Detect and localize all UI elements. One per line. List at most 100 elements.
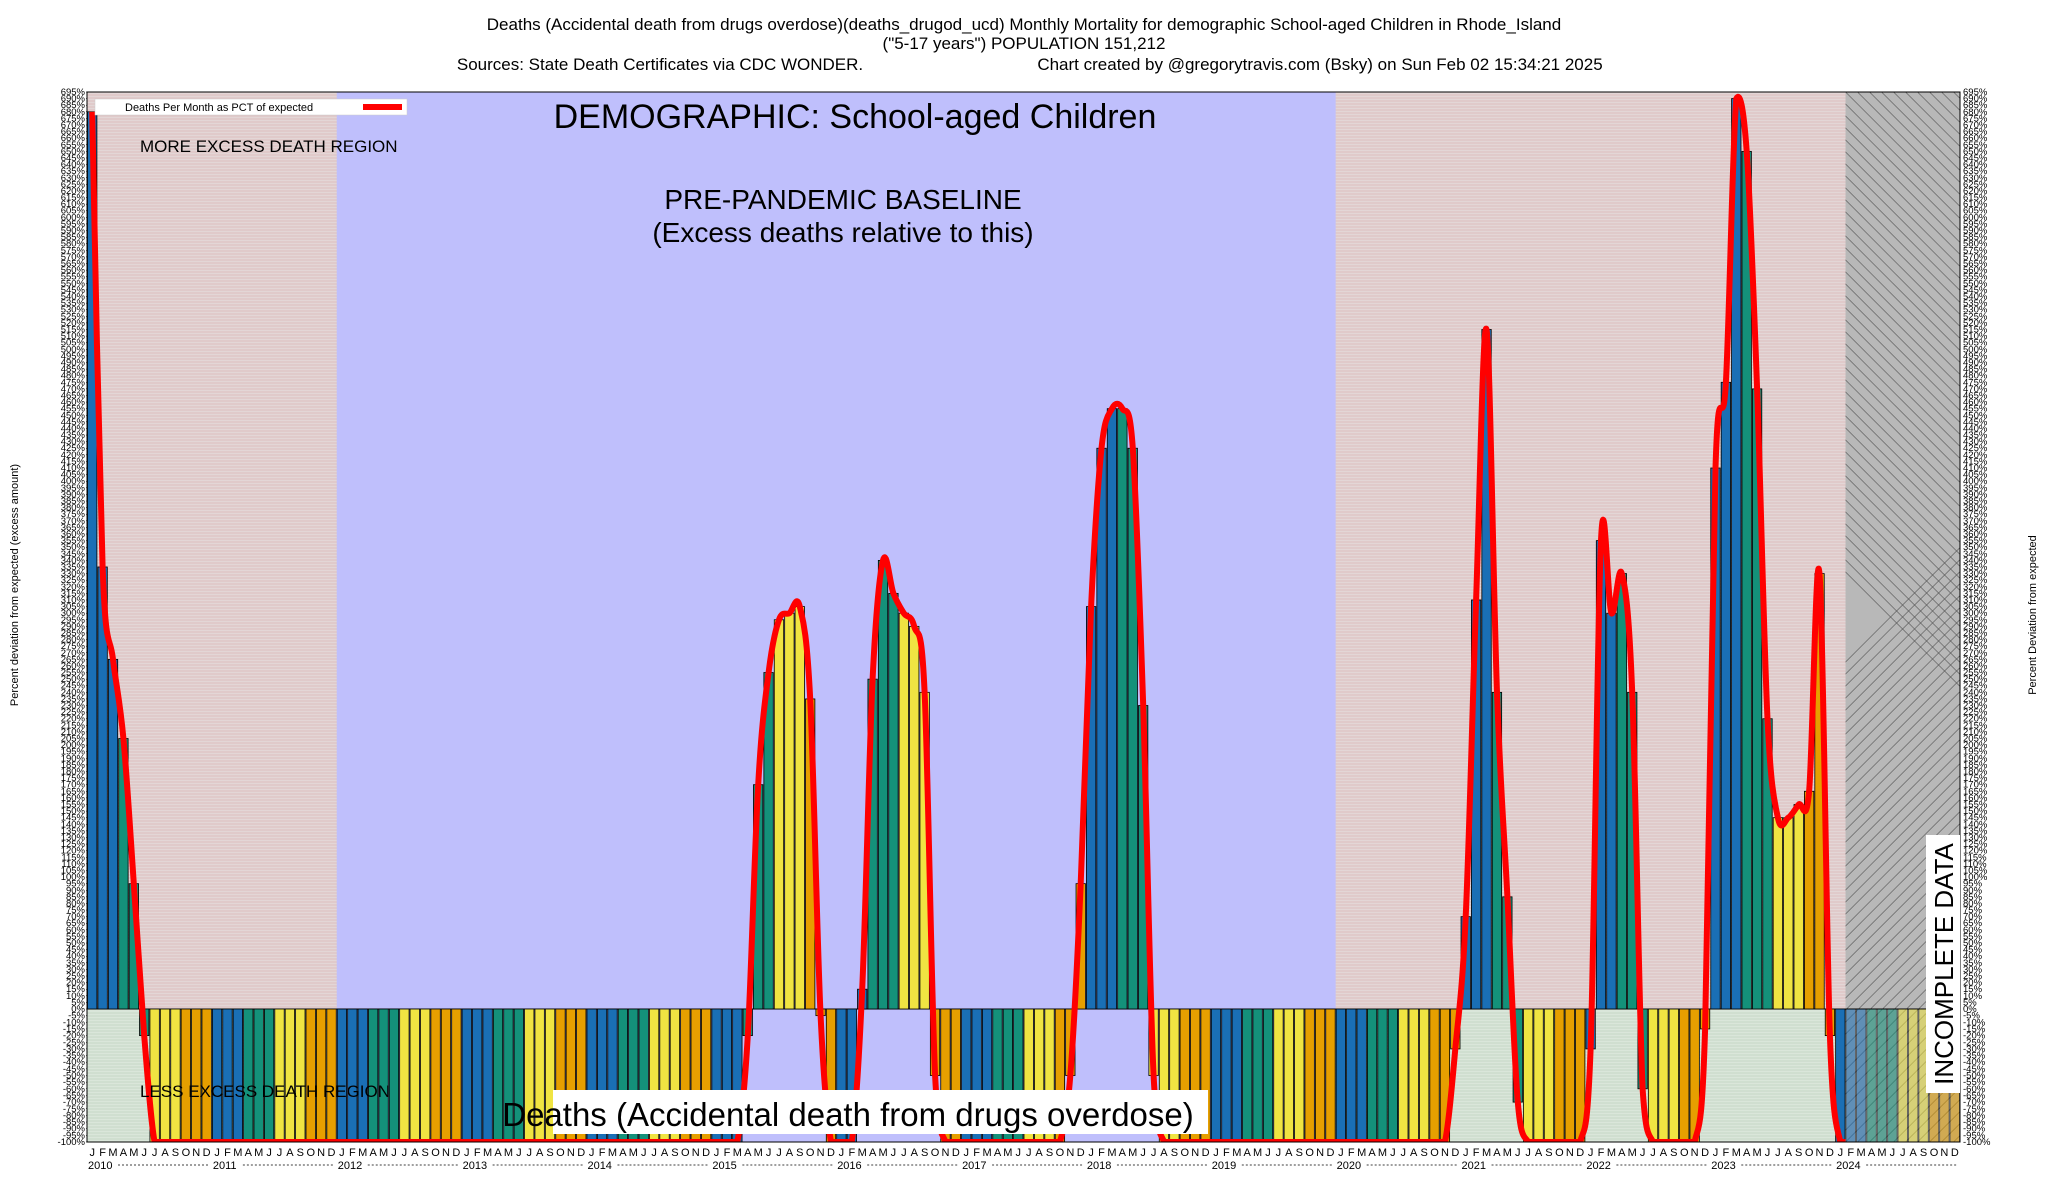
x-month-label: M bbox=[379, 1147, 388, 1159]
x-month-label: A bbox=[1119, 1147, 1127, 1159]
x-month-label: A bbox=[536, 1147, 544, 1159]
y-tick-label-left: 30% bbox=[66, 964, 86, 975]
incomplete-label-group: INCOMPLETE DATA bbox=[1926, 835, 1960, 1093]
hatch-line bbox=[1845, 187, 1961, 303]
y-tick-label-left: 680% bbox=[61, 107, 86, 118]
y-tick-label-left: 375% bbox=[61, 509, 86, 520]
x-month-label: J bbox=[391, 1147, 397, 1159]
y-tick-label-left: 610% bbox=[61, 199, 86, 210]
y-tick-label-left: 35% bbox=[66, 958, 86, 969]
y-tick-label-left: 535% bbox=[61, 298, 86, 309]
x-month-label: F bbox=[1223, 1147, 1230, 1159]
bar bbox=[1887, 1008, 1898, 1143]
bar bbox=[284, 1008, 296, 1143]
x-month-label: J bbox=[141, 1147, 147, 1159]
bar bbox=[1335, 1008, 1346, 1143]
x-month-label: O bbox=[1680, 1147, 1689, 1159]
y-tick-label-right: 680% bbox=[1963, 107, 1988, 118]
y-tick-label-right: 290% bbox=[1963, 621, 1988, 632]
x-month-label: D bbox=[702, 1147, 710, 1159]
y-tick-label-right: 445% bbox=[1963, 417, 1988, 428]
y-tick-label-left: -45% bbox=[63, 1064, 86, 1075]
y-tick-label-right: 390% bbox=[1963, 489, 1988, 500]
y-tick-label-left: 120% bbox=[61, 846, 86, 857]
hatch-line bbox=[1845, 259, 1961, 375]
x-month-label: J bbox=[1515, 1147, 1521, 1159]
y-tick-label-right: 190% bbox=[1963, 753, 1988, 764]
bar bbox=[378, 1008, 389, 1143]
x-month-label: M bbox=[108, 1147, 117, 1159]
y-tick-label-right: 340% bbox=[1963, 555, 1988, 566]
y-tick-label-left: 525% bbox=[61, 311, 86, 322]
bar bbox=[1804, 790, 1815, 1010]
bar bbox=[440, 1008, 452, 1143]
y-tick-label-right: -25% bbox=[1963, 1037, 1986, 1048]
bar bbox=[1908, 1008, 1919, 1143]
x-month-label: J bbox=[1640, 1147, 1646, 1159]
y-axis-right-ticks: -100%-95%-90%-85%-80%-75%-70%-65%-60%-55… bbox=[1963, 87, 1991, 1148]
x-month-label: N bbox=[1441, 1147, 1449, 1159]
incomplete-label-bg bbox=[1926, 835, 1960, 1093]
bar bbox=[1679, 1008, 1690, 1143]
y-tick-label-left: 215% bbox=[61, 720, 86, 731]
y-tick-label-left: 460% bbox=[61, 397, 86, 408]
hatch-line bbox=[2038, 92, 2048, 1142]
y-tick-label-right: 180% bbox=[1963, 767, 1988, 778]
x-month-label: J bbox=[402, 1147, 408, 1159]
x-month-label: F bbox=[599, 1147, 606, 1159]
x-month-label: A bbox=[245, 1147, 253, 1159]
x-month-label: D bbox=[1701, 1147, 1709, 1159]
x-month-label: S bbox=[796, 1147, 803, 1159]
y-tick-label-left: 155% bbox=[61, 799, 86, 810]
y-tick-label-right: 485% bbox=[1963, 364, 1988, 375]
bar bbox=[326, 1008, 337, 1143]
x-month-label: S bbox=[1420, 1147, 1427, 1159]
x-month-label: O bbox=[1305, 1147, 1314, 1159]
x-month-label: M bbox=[1857, 1147, 1866, 1159]
x-month-label: J bbox=[1838, 1147, 1844, 1159]
x-month-label: M bbox=[358, 1147, 367, 1159]
x-month-label: J bbox=[1151, 1147, 1157, 1159]
y-tick-label-left: 365% bbox=[61, 522, 86, 533]
x-month-label: M bbox=[1607, 1147, 1616, 1159]
y-tick-label-right: 575% bbox=[1963, 245, 1988, 256]
hatch-line bbox=[1845, 223, 1961, 339]
y-tick-label-right: 450% bbox=[1963, 410, 1988, 421]
legend: Deaths Per Month as PCT of expected bbox=[94, 98, 408, 116]
y-tick-label-right: 495% bbox=[1963, 351, 1988, 362]
y-tick-label-left: 495% bbox=[61, 351, 86, 362]
x-month-label: D bbox=[577, 1147, 585, 1159]
y-tick-label-right: 525% bbox=[1963, 311, 1988, 322]
x-month-label: N bbox=[442, 1147, 450, 1159]
y-tick-label-right: 590% bbox=[1963, 226, 1988, 237]
x-year-label: 2012 bbox=[338, 1160, 362, 1172]
x-month-label: S bbox=[546, 1147, 553, 1159]
x-year-label: 2024 bbox=[1836, 1160, 1860, 1172]
x-month-label: S bbox=[1670, 1147, 1677, 1159]
x-month-label: O bbox=[1930, 1147, 1939, 1159]
bar bbox=[1772, 817, 1784, 1010]
y-tick-label-left: -85% bbox=[63, 1117, 86, 1128]
bar bbox=[243, 1008, 254, 1143]
y-tick-label-left: 315% bbox=[61, 588, 86, 599]
y-tick-label-left: 590% bbox=[61, 226, 86, 237]
x-year-label: 2020 bbox=[1337, 1160, 1361, 1172]
y-tick-label-right: 265% bbox=[1963, 654, 1988, 665]
y-tick-label-left: 455% bbox=[61, 404, 86, 415]
hatch-line bbox=[1845, 919, 1961, 1035]
chart-sources: Sources: State Death Certificates via CD… bbox=[457, 55, 863, 74]
bar bbox=[409, 1008, 420, 1143]
bar bbox=[274, 1008, 285, 1143]
y-tick-label-left: 190% bbox=[61, 753, 86, 764]
x-month-label: J bbox=[266, 1147, 272, 1159]
hatch-line bbox=[1845, 547, 1961, 663]
y-tick-label-left: -55% bbox=[63, 1077, 86, 1088]
bar bbox=[1668, 1008, 1679, 1143]
y-tick-label-left: 230% bbox=[61, 701, 86, 712]
y-tick-label-left: 55% bbox=[66, 931, 86, 942]
y-tick-label-left: 380% bbox=[61, 503, 86, 514]
hatch-line bbox=[1845, 871, 1961, 987]
y-tick-label-left: 45% bbox=[66, 945, 86, 956]
y-tick-label-left: 280% bbox=[61, 635, 86, 646]
y-tick-label-right: 675% bbox=[1963, 113, 1988, 124]
